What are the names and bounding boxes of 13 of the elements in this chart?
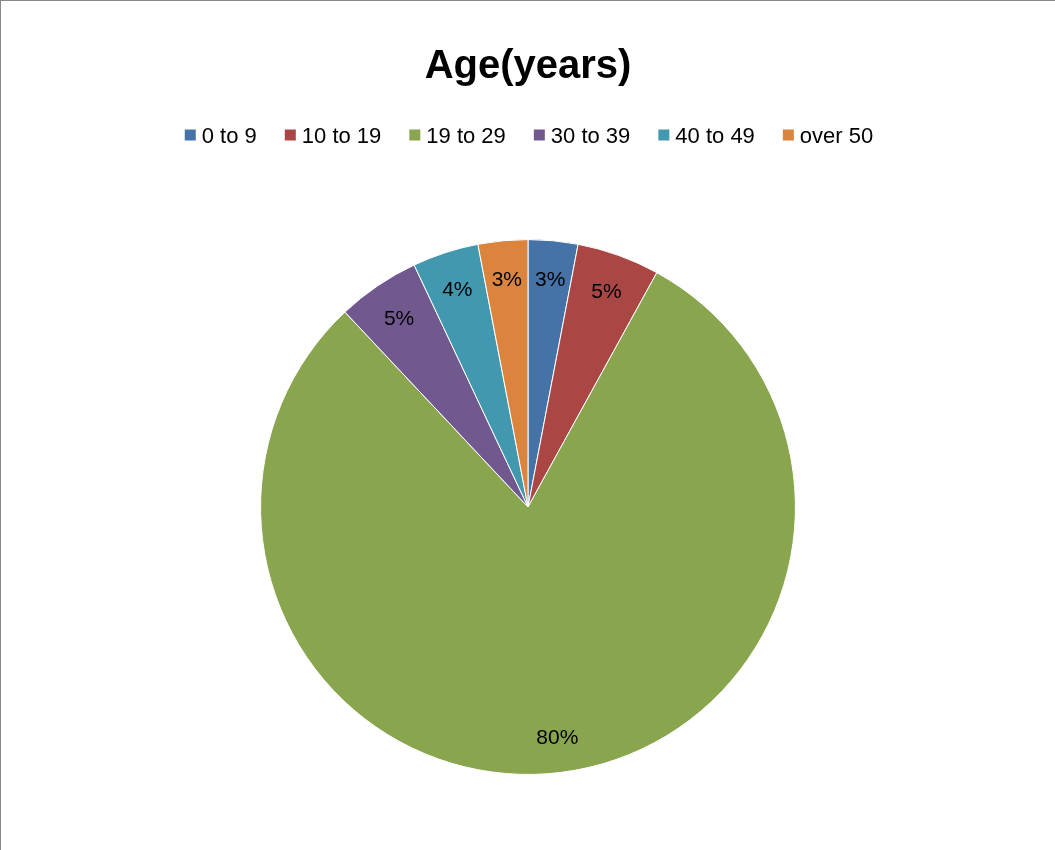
legend-label: over 50 xyxy=(799,122,874,148)
legend-label: 40 to 49 xyxy=(675,122,755,148)
legend-label: 30 to 39 xyxy=(550,122,631,148)
chart-title: Age(years) xyxy=(424,42,632,86)
legend-label: 19 to 29 xyxy=(426,122,506,148)
data-label: 5% xyxy=(591,279,622,303)
data-label: 4% xyxy=(442,277,473,301)
legend-label: 10 to 19 xyxy=(301,122,382,148)
data-label: 3% xyxy=(534,266,566,290)
data-label: 5% xyxy=(383,305,415,329)
legend-label: 0 to 9 xyxy=(201,122,257,148)
data-label: 80% xyxy=(536,724,579,748)
data-label: 3% xyxy=(491,266,523,290)
